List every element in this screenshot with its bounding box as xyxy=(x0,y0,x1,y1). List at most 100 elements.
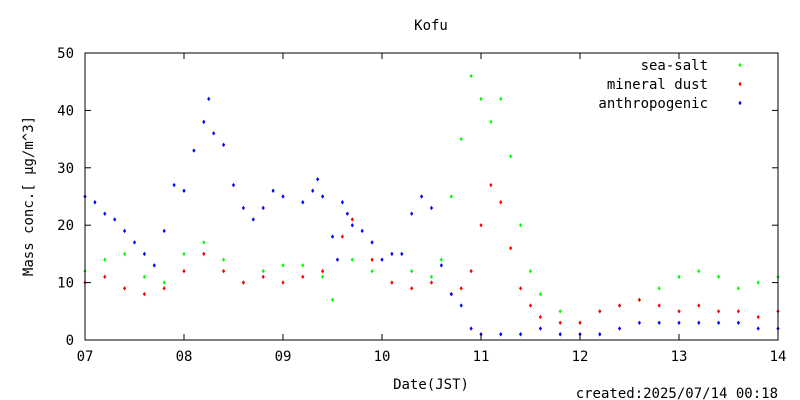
data-point xyxy=(410,268,414,274)
data-point xyxy=(311,188,315,193)
data-point xyxy=(261,274,265,280)
data-point xyxy=(340,234,344,239)
data-point xyxy=(182,251,186,257)
data-point xyxy=(350,217,354,222)
series-anthropogenic xyxy=(83,96,780,337)
data-point xyxy=(123,228,127,234)
data-point xyxy=(697,268,701,274)
created-timestamp: created:2025/07/14 00:18 xyxy=(576,386,778,400)
data-point xyxy=(222,268,226,274)
data-point xyxy=(335,257,340,262)
data-point xyxy=(271,188,275,193)
data-point xyxy=(182,188,186,193)
data-point xyxy=(142,291,146,297)
data-point xyxy=(321,194,325,199)
x-axis-label: Date(JST) xyxy=(393,377,469,393)
data-point xyxy=(509,245,513,251)
y-axis-label: Mass conc.[ μg/m^3] xyxy=(21,116,37,276)
data-point xyxy=(558,320,562,325)
data-point xyxy=(499,200,503,205)
data-point xyxy=(202,119,206,125)
data-point xyxy=(736,309,740,314)
y-tick-label: 20 xyxy=(57,218,74,234)
y-tick-label: 40 xyxy=(57,103,74,119)
data-point xyxy=(439,257,443,262)
data-point xyxy=(370,257,374,262)
data-point xyxy=(345,211,349,216)
data-point xyxy=(321,268,325,274)
data-point xyxy=(519,223,523,228)
data-point xyxy=(301,263,305,268)
y-tick-label: 30 xyxy=(57,161,74,177)
data-point xyxy=(113,217,117,222)
data-point xyxy=(469,326,473,331)
x-tick-label: 12 xyxy=(572,349,589,365)
data-point xyxy=(618,303,622,308)
data-point xyxy=(697,320,701,325)
data-point xyxy=(162,286,166,291)
x-tick-label: 11 xyxy=(473,349,490,365)
data-point xyxy=(241,205,245,211)
data-point xyxy=(390,280,394,285)
data-point xyxy=(123,251,127,257)
data-point xyxy=(479,96,483,102)
data-point xyxy=(103,274,107,280)
data-point xyxy=(241,280,245,285)
legend-label: anthropogenic xyxy=(598,96,708,112)
data-point xyxy=(103,211,107,216)
data-point xyxy=(93,200,97,205)
data-point xyxy=(598,309,602,314)
data-point xyxy=(350,257,354,262)
data-point xyxy=(123,286,127,291)
data-point xyxy=(499,332,503,337)
data-point xyxy=(281,280,285,285)
data-point xyxy=(231,182,236,188)
data-point xyxy=(538,326,542,331)
legend-marker xyxy=(738,81,742,87)
plot-layer xyxy=(83,73,780,337)
data-point xyxy=(677,274,681,280)
y-axis-ticks: 0 10 20 30 40 50 xyxy=(57,46,778,349)
data-point xyxy=(202,240,206,245)
chart-title: Kofu xyxy=(414,18,448,34)
series-mineral-dust xyxy=(83,182,780,325)
data-point xyxy=(677,309,681,314)
data-point xyxy=(528,268,533,274)
data-point xyxy=(330,297,335,303)
data-point xyxy=(459,286,463,291)
legend-marker xyxy=(738,62,742,68)
data-point xyxy=(350,223,354,228)
data-point xyxy=(756,280,760,285)
data-point xyxy=(538,314,542,320)
legend-marker xyxy=(738,100,742,106)
data-point xyxy=(677,320,681,325)
data-point xyxy=(489,182,493,188)
data-point xyxy=(182,268,186,274)
data-point xyxy=(657,320,661,325)
data-point xyxy=(316,177,320,182)
data-point xyxy=(578,320,582,325)
data-point xyxy=(192,148,196,153)
data-point xyxy=(657,303,661,308)
data-point xyxy=(321,274,325,280)
data-point xyxy=(558,309,562,314)
data-point xyxy=(558,332,562,337)
data-point xyxy=(202,251,206,257)
data-point xyxy=(756,314,760,320)
data-point xyxy=(429,280,434,285)
data-point xyxy=(489,119,493,125)
x-tick-label: 13 xyxy=(671,349,688,365)
data-point xyxy=(519,332,523,337)
y-tick-label: 0 xyxy=(66,333,74,349)
data-point xyxy=(261,268,265,274)
data-point xyxy=(479,223,483,228)
x-tick-label: 14 xyxy=(770,349,787,365)
data-point xyxy=(390,251,394,257)
data-point xyxy=(717,309,721,314)
data-point xyxy=(410,286,414,291)
data-point xyxy=(410,211,414,216)
data-point xyxy=(142,251,146,257)
data-point xyxy=(499,96,503,102)
x-tick-label: 07 xyxy=(77,349,94,365)
